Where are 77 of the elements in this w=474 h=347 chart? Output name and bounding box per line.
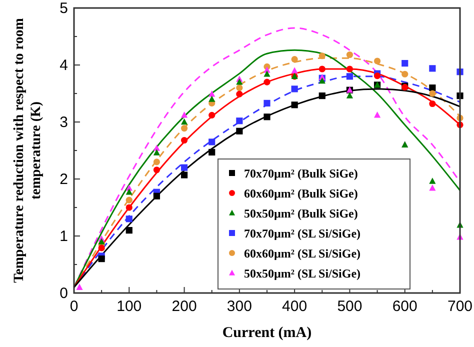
- point: [236, 128, 243, 134]
- point: [126, 204, 132, 211]
- point: [429, 178, 436, 184]
- x-tick-label: 200: [172, 298, 197, 315]
- y-axis-title: Temperature reduction with respect to room temperature (K): [11, 17, 45, 285]
- point: [126, 188, 132, 195]
- point: [429, 90, 436, 97]
- point: [429, 84, 436, 92]
- point: [153, 192, 160, 200]
- point: [318, 52, 326, 60]
- y-tick-label: 1: [60, 228, 68, 245]
- legend-label: 50x50µm² (SL Si/SiGe): [244, 266, 361, 280]
- point: [291, 56, 298, 63]
- point: [291, 67, 298, 74]
- y-tick-label: 4: [60, 57, 68, 74]
- point: [236, 78, 243, 85]
- point: [402, 70, 408, 78]
- point: [429, 184, 436, 191]
- point: [318, 66, 326, 72]
- point: [208, 96, 216, 102]
- point: [180, 164, 188, 171]
- point: [208, 90, 216, 97]
- legend-label: 60x60µm² (SL Si/SiGe): [244, 246, 361, 260]
- point: [291, 86, 298, 92]
- point: [291, 102, 298, 108]
- x-tick-label: 700: [447, 298, 473, 315]
- point: [180, 136, 188, 144]
- point: [126, 216, 132, 222]
- point: [98, 256, 105, 262]
- point: [264, 78, 270, 86]
- point: [208, 138, 216, 146]
- x-tick-label: 500: [337, 298, 362, 315]
- point: [98, 244, 105, 252]
- point: [208, 148, 216, 156]
- point: [374, 112, 381, 118]
- point: [126, 227, 132, 234]
- legend-label: 70x70µm² (Bulk SiGe): [244, 166, 358, 180]
- point: [346, 66, 354, 72]
- y-tick-label: 2: [60, 171, 68, 188]
- point: [98, 238, 105, 244]
- x-axis-title: Current (mA): [222, 325, 312, 341]
- point: [153, 166, 160, 174]
- point: [180, 118, 188, 125]
- point: [236, 90, 243, 98]
- y-tick-label: 3: [60, 114, 68, 131]
- legend-label: 70x70µm² (SL Si/SiGe): [244, 226, 361, 240]
- point: [153, 158, 160, 166]
- point: [126, 196, 132, 204]
- x-tick-label: 300: [226, 298, 252, 315]
- point: [429, 65, 436, 72]
- legend-label: 50x50µm² (Bulk SiGe): [244, 206, 358, 220]
- point: [180, 172, 188, 178]
- point: [429, 100, 436, 108]
- point: [346, 73, 354, 80]
- point: [374, 72, 381, 80]
- point: [318, 77, 326, 84]
- point: [236, 118, 243, 124]
- point: [374, 58, 381, 64]
- point: [208, 112, 216, 118]
- point: [402, 60, 408, 67]
- x-tick-label: 100: [116, 298, 142, 315]
- point: [318, 92, 326, 100]
- point: [264, 100, 270, 106]
- point: [346, 51, 354, 58]
- y-tick-label: 5: [60, 0, 68, 17]
- point: [264, 70, 270, 77]
- point: [236, 84, 243, 92]
- legend-label: 60x60µm² (Bulk SiGe): [244, 186, 358, 200]
- point: [180, 124, 188, 132]
- point: [346, 92, 354, 98]
- point: [264, 114, 270, 120]
- x-tick-label: 400: [282, 298, 308, 315]
- y-tick-label: 0: [60, 285, 68, 302]
- point: [76, 284, 83, 290]
- point: [180, 112, 188, 118]
- x-tick-label: 600: [392, 298, 418, 315]
- point: [153, 149, 160, 156]
